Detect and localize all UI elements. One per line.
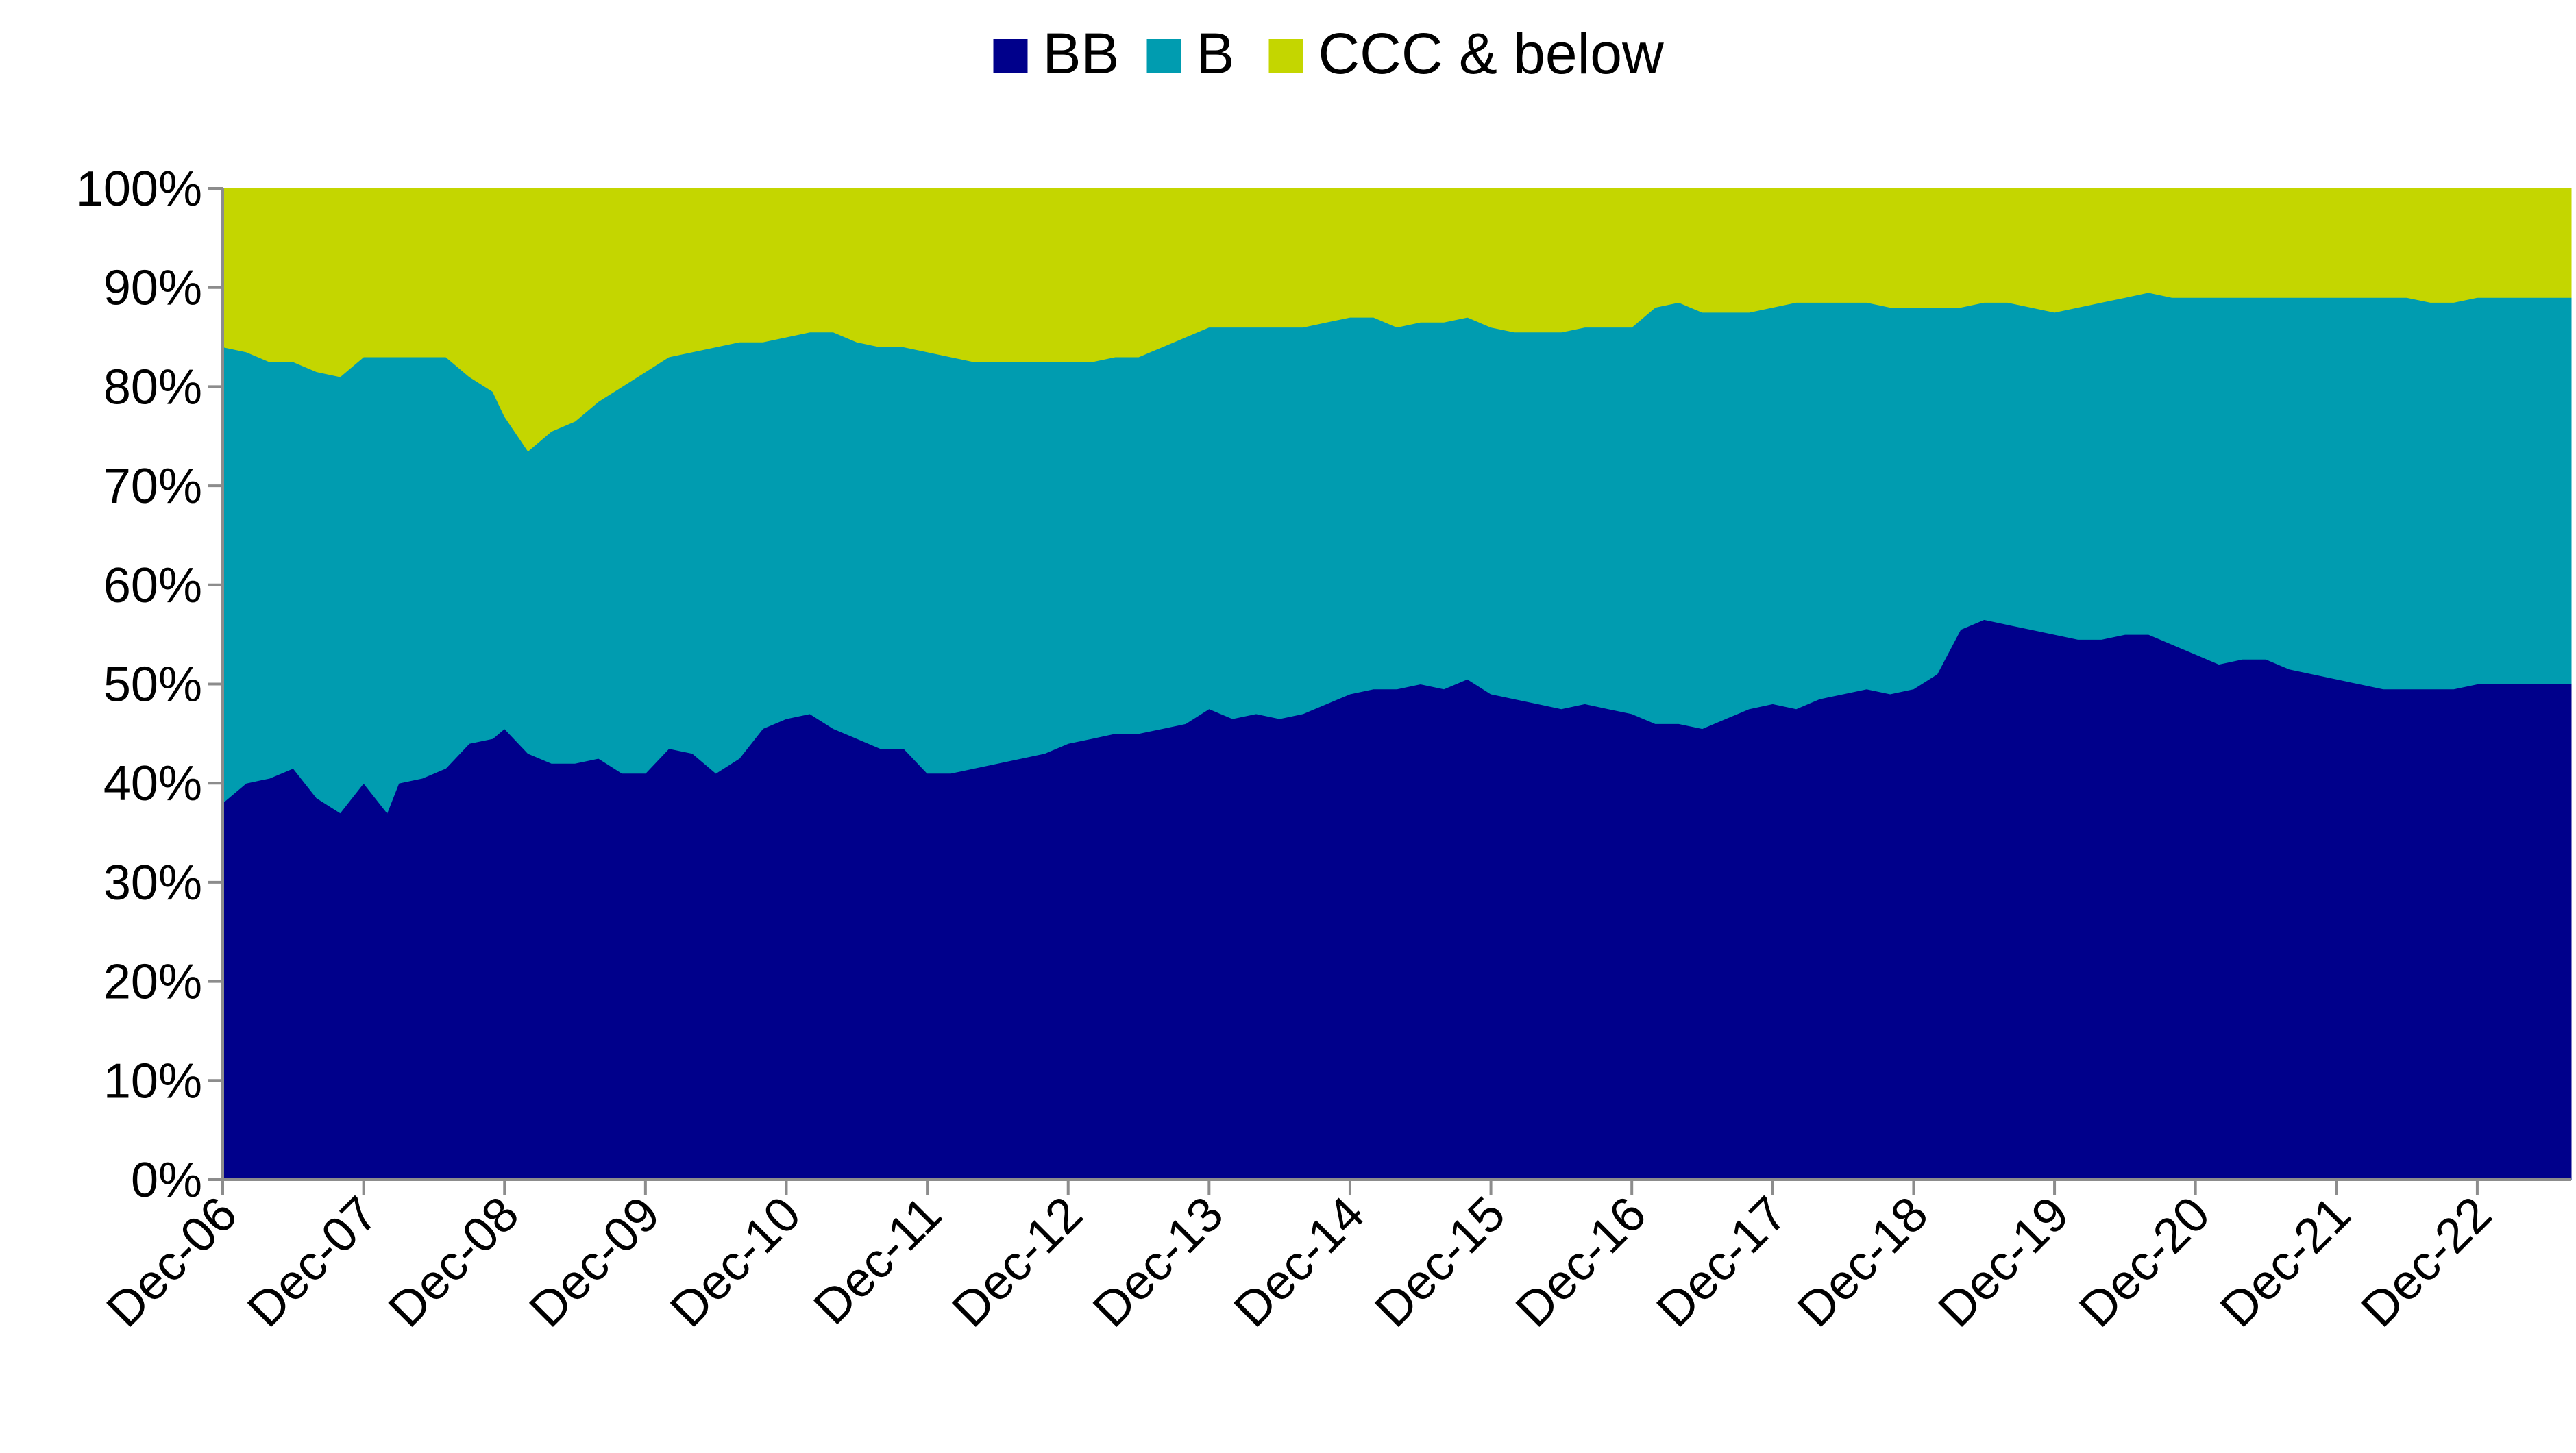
x-tick-label: Dec-13 <box>1083 1187 1234 1338</box>
legend-label: B <box>1197 21 1235 86</box>
x-tick-label: Dec-10 <box>660 1187 811 1338</box>
y-tick-label: 40% <box>103 756 202 811</box>
x-tick-label: Dec-18 <box>1787 1187 1939 1338</box>
y-tick-label: 0% <box>131 1153 202 1208</box>
x-tick-label: Dec-17 <box>1646 1187 1798 1338</box>
plot-areas <box>222 188 2572 1180</box>
y-tick-label: 90% <box>103 261 202 316</box>
legend-swatch <box>1146 39 1181 73</box>
y-tick-label: 60% <box>103 558 202 613</box>
x-tick-label: Dec-14 <box>1224 1187 1375 1338</box>
legend-swatch <box>1268 39 1303 73</box>
area-series-2 <box>222 188 2572 452</box>
y-tick-label: 10% <box>103 1054 202 1108</box>
x-tick-label: Dec-19 <box>1928 1187 2080 1338</box>
legend: BB B CCC & below <box>993 21 1665 86</box>
y-tick-label: 70% <box>103 459 202 514</box>
x-tick-label: Dec-08 <box>378 1187 530 1338</box>
x-tick-label: Dec-16 <box>1506 1187 1657 1338</box>
legend-label: BB <box>1043 21 1120 86</box>
y-tick-label: 30% <box>103 856 202 910</box>
x-tick-label: Dec-11 <box>803 1187 952 1335</box>
legend-label: CCC & below <box>1318 21 1665 86</box>
x-tick-label: Dec-21 <box>2210 1187 2362 1338</box>
y-tick-label: 80% <box>103 360 202 414</box>
y-tick-label: 20% <box>103 955 202 1010</box>
x-tick-label: Dec-20 <box>2069 1187 2220 1338</box>
x-tick-label: Dec-12 <box>942 1187 1093 1338</box>
y-tick-label: 100% <box>76 162 202 216</box>
x-tick-label: Dec-06 <box>97 1187 248 1338</box>
x-tick-label: Dec-22 <box>2351 1187 2503 1338</box>
x-tick-label: Dec-15 <box>1364 1187 1516 1338</box>
x-tick-label: Dec-09 <box>519 1187 670 1338</box>
x-tick-label: Dec-07 <box>237 1187 389 1338</box>
legend-swatch <box>993 39 1028 73</box>
y-tick-label: 50% <box>103 658 202 712</box>
